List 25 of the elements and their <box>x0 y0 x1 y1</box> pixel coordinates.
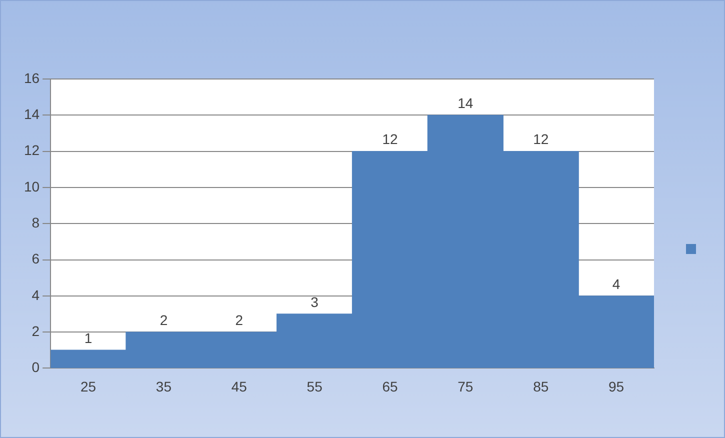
y-tick-label: 4 <box>32 286 40 303</box>
data-label: 2 <box>235 312 244 328</box>
data-label: 1 <box>84 330 92 346</box>
data-label: 4 <box>612 276 620 292</box>
x-tick-label: 35 <box>156 378 172 394</box>
data-label: 12 <box>533 131 549 148</box>
y-tick-label: 16 <box>24 70 40 86</box>
x-tick-label: 25 <box>80 378 96 394</box>
y-tick-label: 14 <box>24 106 40 122</box>
data-label: 2 <box>160 312 168 328</box>
x-tick-label: 55 <box>306 378 323 394</box>
x-tick-label: 85 <box>533 378 549 394</box>
data-label: 14 <box>458 95 474 112</box>
data-label: 12 <box>382 131 398 148</box>
y-tick-label: 10 <box>24 178 40 194</box>
y-tick-label: 0 <box>32 359 40 376</box>
y-tick-label: 8 <box>32 214 40 230</box>
x-tick-label: 45 <box>231 378 248 394</box>
y-tick-label: 12 <box>24 142 40 158</box>
y-tick-label: 6 <box>32 250 40 267</box>
y-tick-label: 2 <box>32 322 40 339</box>
x-tick-label: 75 <box>458 378 474 394</box>
x-tick-label: 65 <box>382 378 398 394</box>
x-tick-label: 95 <box>608 378 624 394</box>
data-label: 3 <box>310 294 319 310</box>
